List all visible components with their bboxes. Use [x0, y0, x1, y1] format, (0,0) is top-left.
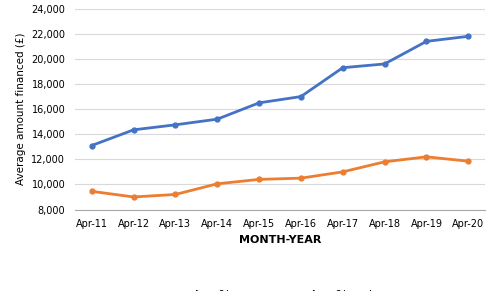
Legend: Avg £/new car, Avg £/used car: Avg £/new car, Avg £/used car — [162, 285, 398, 291]
Line: Avg £/used car: Avg £/used car — [90, 155, 470, 199]
Avg £/new car — [172, 123, 178, 127]
Avg £/new car — [88, 144, 94, 147]
Avg £/used car — [466, 159, 471, 163]
Avg £/new car — [340, 66, 346, 70]
Avg £/new car — [424, 40, 430, 43]
Avg £/new car — [298, 95, 304, 98]
Avg £/used car — [340, 170, 346, 174]
Avg £/new car — [382, 62, 388, 66]
Line: Avg £/new car: Avg £/new car — [90, 34, 470, 148]
Avg £/used car — [424, 155, 430, 159]
Avg £/new car — [214, 118, 220, 121]
Avg £/used car — [172, 193, 178, 196]
Avg £/used car — [88, 189, 94, 193]
Y-axis label: Average amount financed (£): Average amount financed (£) — [16, 33, 26, 185]
Avg £/used car — [214, 182, 220, 186]
Avg £/used car — [298, 176, 304, 180]
Avg £/new car — [130, 128, 136, 132]
Avg £/used car — [256, 178, 262, 181]
Avg £/new car — [256, 101, 262, 104]
X-axis label: MONTH-YEAR: MONTH-YEAR — [239, 235, 321, 245]
Avg £/new car — [466, 35, 471, 38]
Avg £/used car — [130, 195, 136, 199]
Avg £/used car — [382, 160, 388, 164]
